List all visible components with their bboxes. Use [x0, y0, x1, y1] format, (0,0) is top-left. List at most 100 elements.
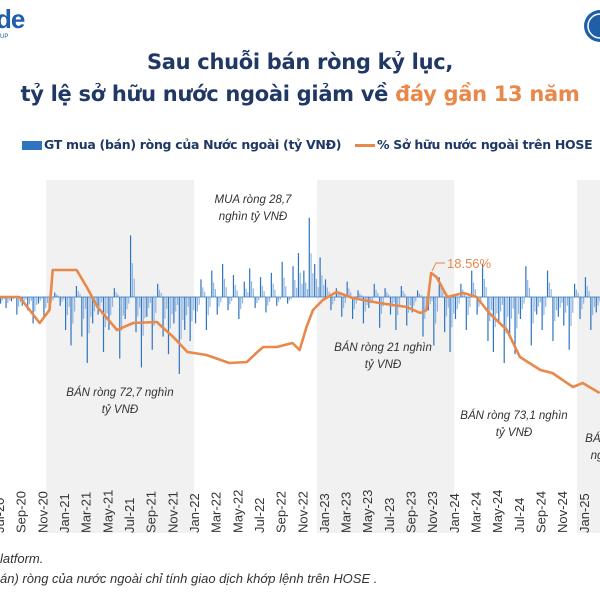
- net-flow-bar: [185, 297, 188, 316]
- net-flow-bar: [474, 289, 476, 297]
- net-flow-bar: [126, 297, 128, 310]
- shaded-period: [576, 180, 600, 533]
- net-flow-bar: [411, 297, 413, 313]
- net-flow-bar: [129, 235, 132, 297]
- net-flow-bar: [220, 297, 222, 303]
- net-flow-bar: [162, 297, 164, 337]
- net-flow-bar: [175, 297, 177, 312]
- net-flow-bar: [339, 294, 341, 297]
- net-flow-bar: [106, 297, 108, 314]
- annotation-sell-2021: tỷ VNĐ: [102, 404, 139, 416]
- net-flow-bar: [243, 281, 245, 297]
- net-flow-bar: [294, 280, 296, 297]
- net-flow-bar: [516, 297, 518, 329]
- x-tick-label: Mar-22: [209, 492, 224, 533]
- net-flow-bar: [431, 297, 433, 301]
- net-flow-bar: [393, 297, 395, 303]
- net-flow-bar: [454, 297, 457, 319]
- net-flow-bar: [52, 297, 54, 301]
- net-flow-bar: [167, 297, 170, 355]
- legend-ownership-label: % Sở hữu nước ngoài trên HOSE: [377, 137, 593, 152]
- net-flow-bar: [180, 297, 182, 340]
- net-flow-bar: [281, 261, 283, 297]
- x-tick-label: Sep-24: [534, 491, 549, 533]
- peak-label: 18.56%: [447, 256, 492, 271]
- net-flow-bar: [546, 270, 549, 297]
- net-flow-bar: [247, 292, 249, 297]
- net-flow-bar: [54, 292, 56, 297]
- footnote-source: latform.: [0, 551, 44, 566]
- net-flow-bar: [279, 297, 281, 300]
- net-flow-bar: [166, 297, 168, 309]
- net-flow-bar: [332, 297, 334, 305]
- x-tick-label: Mar-24: [469, 492, 484, 533]
- legend-net-flow-label: GT mua (bán) ròng của Nước ngoài (tỷ VNĐ…: [44, 137, 342, 152]
- annotation-buy-2022: nghìn tỷ VNĐ: [219, 211, 288, 223]
- net-flow-bar: [597, 297, 599, 306]
- net-flow-bar: [328, 291, 330, 297]
- net-flow-bar: [485, 287, 487, 297]
- partner-logo-icon: [584, 10, 600, 42]
- net-flow-bar: [388, 294, 390, 297]
- net-flow-bar: [433, 297, 435, 346]
- net-flow-bar: [90, 297, 92, 317]
- net-flow-bar: [216, 297, 218, 315]
- annotation-sell-2024: BÁN ròng 73,1 nghìn: [460, 409, 567, 422]
- net-flow-bar: [469, 297, 471, 307]
- net-flow-bar: [418, 293, 420, 297]
- x-tick-label: Jul-22: [252, 498, 267, 533]
- net-flow-bar: [444, 297, 446, 333]
- net-flow-bar: [543, 297, 545, 316]
- net-flow-bar: [370, 297, 372, 304]
- x-tick-label: Nov-24: [555, 491, 570, 533]
- net-flow-bar: [312, 273, 314, 297]
- net-flow-bar: [413, 297, 415, 306]
- net-flow-bar: [346, 281, 348, 297]
- net-flow-bar: [416, 290, 419, 297]
- net-flow-bar: [225, 287, 227, 297]
- net-flow-bar: [68, 297, 70, 307]
- x-tick-label: Nov-23: [425, 491, 440, 533]
- net-flow-bar: [178, 297, 180, 374]
- net-flow-bar: [406, 297, 408, 326]
- net-flow-bar: [500, 297, 502, 312]
- annotation-sell-2021: BÁN ròng 72,7 nghìn: [66, 386, 173, 399]
- net-flow-bar: [288, 297, 291, 301]
- net-flow-bar: [342, 297, 345, 308]
- net-flow-bar: [74, 297, 76, 312]
- net-flow-bar: [518, 297, 520, 315]
- x-tick-label: Jan-25: [577, 493, 592, 533]
- net-flow-bar: [283, 277, 285, 297]
- net-flow-bar: [321, 275, 323, 297]
- net-flow-bar: [344, 297, 346, 303]
- net-flow-bar: [583, 297, 585, 304]
- net-flow-bar: [590, 297, 592, 330]
- net-flow-bar: [566, 297, 568, 306]
- x-tick-label: Jan-23: [317, 493, 332, 533]
- net-flow-bar: [173, 297, 175, 324]
- net-flow-bar: [86, 297, 88, 363]
- x-tick-label: May-24: [490, 490, 505, 533]
- net-flow-bar: [153, 297, 155, 327]
- net-flow-bar: [351, 297, 354, 319]
- net-flow-bar: [110, 297, 112, 316]
- net-flow-bar: [355, 297, 357, 304]
- net-flow-bar: [539, 297, 541, 303]
- net-flow-bar: [593, 297, 596, 307]
- net-flow-bar: [501, 297, 503, 305]
- net-flow-bar: [259, 277, 262, 297]
- net-flow-bar: [99, 297, 101, 307]
- net-flow-bar: [274, 289, 276, 297]
- x-tick-label: Jan-24: [447, 493, 462, 533]
- net-flow-bar: [541, 297, 543, 330]
- net-flow-bar: [59, 297, 61, 306]
- x-tick-label: May-21: [100, 490, 115, 533]
- net-flow-bar: [572, 297, 574, 313]
- x-tick-label: Jan-21: [57, 493, 72, 533]
- net-flow-bar: [265, 297, 267, 313]
- net-flow-bar: [563, 297, 565, 326]
- annotation-sell-2024: tỷ VNĐ: [496, 427, 533, 439]
- x-tick-label: Jul-21: [122, 498, 137, 533]
- net-flow-bar: [398, 297, 401, 307]
- net-flow-bar: [158, 289, 161, 297]
